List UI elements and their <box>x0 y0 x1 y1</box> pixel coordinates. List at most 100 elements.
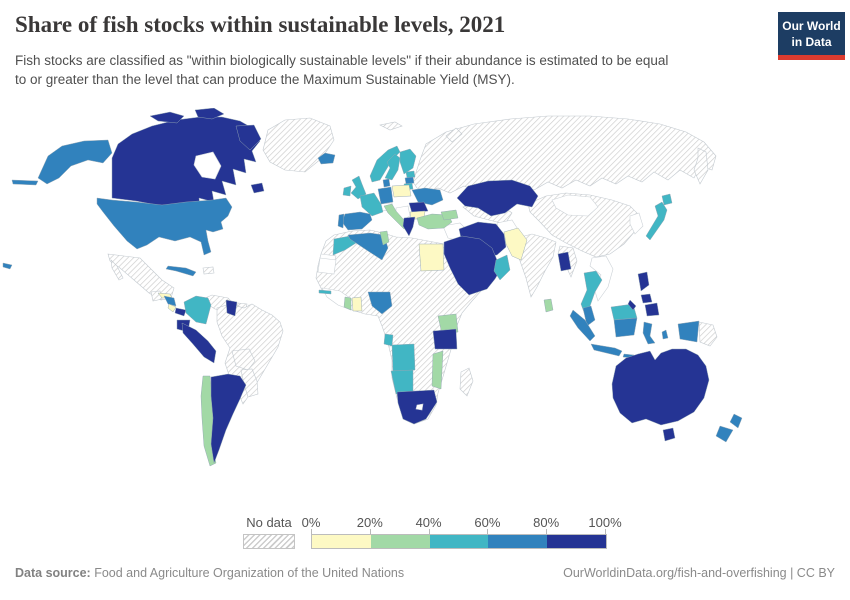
country-latvia[interactable] <box>404 176 415 185</box>
legend-no-data-swatch[interactable] <box>243 534 295 549</box>
country-costa-rica[interactable] <box>167 303 177 313</box>
country-united-states[interactable] <box>96 197 233 256</box>
philippines-palawan[interactable] <box>627 299 637 311</box>
country-argentina[interactable] <box>210 373 247 464</box>
country-namibia[interactable] <box>390 369 414 395</box>
country-angola[interactable] <box>391 343 416 372</box>
country-pakistan[interactable] <box>503 227 528 261</box>
country-tunisia[interactable] <box>379 230 390 246</box>
country-colombia[interactable] <box>183 295 212 325</box>
country-egypt[interactable] <box>418 243 445 272</box>
country-cuba[interactable] <box>165 265 197 277</box>
license-link[interactable]: OurWorldinData.org/fish-and-overfishing … <box>563 566 835 580</box>
region-korea[interactable] <box>629 212 644 235</box>
hawaii[interactable] <box>2 262 13 270</box>
country-romania[interactable] <box>408 201 429 214</box>
chart-subtitle: Fish stocks are classified as "within bi… <box>15 52 745 90</box>
philippines-visayas[interactable] <box>640 293 653 304</box>
country-bangladesh[interactable] <box>557 251 572 272</box>
indonesia-kalimantan[interactable] <box>613 317 638 338</box>
country-greenland[interactable] <box>262 117 335 173</box>
data-source-label: Data source: <box>15 566 91 580</box>
country-bolivia[interactable] <box>231 348 256 371</box>
country-ghana[interactable] <box>351 296 363 312</box>
country-poland[interactable] <box>391 184 412 198</box>
country-papua-new-guinea[interactable] <box>698 321 718 347</box>
new-zealand-north[interactable] <box>729 413 743 429</box>
legend-bin-60-80[interactable] <box>488 535 548 548</box>
tasmania[interactable] <box>662 427 676 442</box>
country-russia[interactable] <box>412 115 717 194</box>
country-finland[interactable] <box>399 148 417 175</box>
alaska[interactable] <box>37 139 113 185</box>
country-ireland[interactable] <box>342 185 352 197</box>
country-portugal[interactable] <box>337 213 345 229</box>
country-morocco[interactable] <box>332 235 357 256</box>
country-gabon[interactable] <box>383 333 394 347</box>
legend-tick-80: 80% <box>533 515 560 530</box>
indonesia-moluccas[interactable] <box>661 329 669 340</box>
country-sri-lanka[interactable] <box>543 298 554 313</box>
legend-bin-0-20[interactable] <box>312 535 371 548</box>
country-mozambique[interactable] <box>431 350 444 390</box>
country-denmark[interactable] <box>382 178 391 188</box>
indonesia-java[interactable] <box>590 343 623 357</box>
owid-logo[interactable]: Our World in Data <box>778 12 845 61</box>
country-algeria[interactable] <box>347 232 389 261</box>
country-madagascar[interactable] <box>459 367 474 397</box>
new-zealand-south[interactable] <box>715 425 734 443</box>
legend-bin-80-100[interactable] <box>547 535 606 548</box>
country-cote-divoire[interactable] <box>343 296 352 311</box>
philippines-mindanao[interactable] <box>644 302 660 317</box>
indonesia-sulawesi[interactable] <box>642 321 656 345</box>
data-source-text: Food and Agriculture Organization of the… <box>90 566 405 580</box>
country-sweden[interactable] <box>384 153 401 181</box>
kamchatka[interactable] <box>693 147 709 185</box>
country-kazakhstan[interactable] <box>456 179 539 217</box>
country-kenya[interactable] <box>437 313 459 335</box>
country-nicaragua[interactable] <box>163 295 177 307</box>
country-australia[interactable] <box>611 348 710 426</box>
country-saudi-arabia[interactable] <box>443 235 502 296</box>
country-japan[interactable] <box>645 201 668 241</box>
country-estonia[interactable] <box>405 170 416 179</box>
country-germany[interactable] <box>377 186 394 205</box>
country-france[interactable] <box>359 192 384 217</box>
legend-bin-40-60[interactable] <box>429 535 489 548</box>
country-malaysia-peninsula[interactable] <box>582 305 596 327</box>
region-mauritania[interactable] <box>317 257 337 275</box>
country-oman[interactable] <box>493 254 511 281</box>
philippines-luzon[interactable] <box>637 271 650 292</box>
country-thailand[interactable] <box>580 270 603 316</box>
canada-arctic-island-1[interactable] <box>149 111 185 124</box>
baja-california[interactable] <box>110 259 124 281</box>
legend-no-data-label: No data <box>246 515 292 530</box>
newfoundland[interactable] <box>250 182 265 194</box>
legend-tick-0: 0% <box>301 515 321 530</box>
country-china[interactable] <box>527 192 641 258</box>
baffin-island[interactable] <box>235 124 262 151</box>
country-ukraine[interactable] <box>411 187 444 206</box>
country-spain[interactable] <box>341 211 373 231</box>
country-panama[interactable] <box>174 307 187 317</box>
country-senegal[interactable] <box>318 289 332 295</box>
aleutian-islands[interactable] <box>11 179 39 186</box>
indonesia-sumatra[interactable] <box>569 309 596 342</box>
novaya-zemlya[interactable] <box>445 127 463 143</box>
canada-arctic-island-2[interactable] <box>194 108 225 120</box>
country-peru[interactable] <box>181 322 217 364</box>
country-iceland[interactable] <box>317 152 336 165</box>
country-tanzania[interactable] <box>432 328 458 350</box>
svalbard-islands[interactable] <box>379 121 403 131</box>
country-nigeria[interactable] <box>367 291 393 315</box>
legend-tickmark <box>487 529 489 534</box>
country-guyana[interactable] <box>225 299 238 317</box>
country-greece[interactable] <box>402 216 416 237</box>
country-mongolia[interactable] <box>551 194 599 217</box>
indonesia-west-papua[interactable] <box>677 320 700 343</box>
legend-bin-20-40[interactable] <box>370 535 430 548</box>
country-haiti[interactable] <box>202 266 215 275</box>
country-georgia[interactable] <box>440 209 459 221</box>
japan-hokkaido[interactable] <box>661 193 673 206</box>
